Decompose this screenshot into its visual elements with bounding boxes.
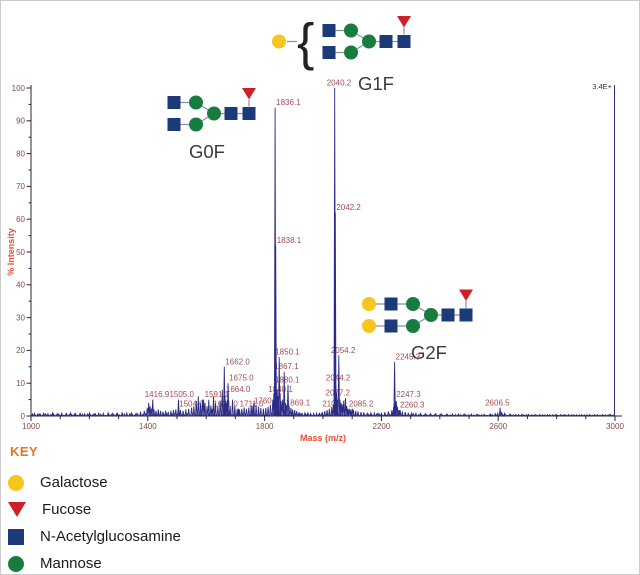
intensity-scale-label: 3.4E+ [592, 82, 612, 91]
key-item-label: Fucose [42, 501, 92, 518]
x-tick-label: 1800 [256, 422, 274, 431]
brace-glyph: { [297, 14, 314, 72]
key-item-galactose: Galactose [8, 469, 181, 496]
fucose-icon [242, 88, 256, 100]
y-tick-label: 60 [16, 215, 25, 224]
mannose-icon [406, 319, 420, 333]
x-tick-label: 1000 [22, 422, 40, 431]
peak-label: 1869.1 [286, 398, 311, 407]
peak-label: 1880.1 [275, 375, 300, 384]
glcnac-icon [397, 35, 411, 48]
y-axis-title: % Intensity [6, 228, 16, 276]
y-tick-label: 90 [16, 117, 25, 126]
peak-label: 1867.1 [274, 362, 299, 371]
spectrum-trace [31, 87, 615, 418]
mannose-icon [344, 23, 358, 38]
x-tick-label: 3000 [606, 422, 624, 431]
glycan-g1f: { G1F [272, 14, 411, 94]
glycan-label-g2f: G2F [411, 342, 447, 363]
y-tick-label: 20 [16, 346, 25, 355]
glcnac-icon [379, 35, 393, 48]
peak-label: 1836.1 [276, 98, 301, 107]
glcnac-icon [441, 308, 455, 322]
mannose-icon [189, 117, 203, 132]
peak-label: 1838.1 [277, 236, 302, 245]
key-item-n-acetylglucosamine: N-Acetylglucosamine [8, 523, 181, 550]
key-item-fucose: Fucose [8, 496, 181, 523]
galactose-icon [8, 474, 24, 491]
key-item-mannose: Mannose [8, 550, 181, 574]
glycan-g2f: G2F [362, 289, 473, 363]
x-axis-title: Mass (m/z) [300, 433, 346, 443]
x-tick-label: 2200 [373, 422, 391, 431]
fucose-icon [397, 16, 411, 28]
peak-label: 2606.5 [485, 398, 510, 407]
glycan-label-g0f: G0F [189, 141, 225, 162]
glcnac-icon [167, 118, 181, 131]
key-item-label: Mannose [40, 555, 102, 572]
y-tick-label: 80 [16, 149, 25, 158]
mannose-icon [207, 106, 221, 121]
peak-label: 1416.9 [145, 390, 170, 399]
mannose-icon [8, 555, 24, 572]
glcnac-icon [242, 107, 256, 120]
y-tick-label: 50 [16, 248, 25, 257]
peak-label: 2054.2 [331, 346, 356, 355]
fucose-icon [8, 502, 26, 517]
peak-label: 2260.3 [400, 401, 425, 410]
mannose-icon [424, 308, 438, 322]
peak-label: 1760.1 [254, 397, 279, 406]
peak-label: 2247.3 [396, 390, 421, 399]
mannose-icon [189, 95, 203, 110]
fucose-icon [459, 289, 473, 301]
glcnac-icon [384, 297, 398, 311]
galactose-icon [362, 297, 376, 311]
peak-label: 1591.1 [205, 390, 230, 399]
glcnac-icon [167, 96, 181, 109]
glycan-g0f: G0F [167, 88, 256, 162]
x-tick-label: 1400 [139, 422, 157, 431]
peak-label: 2085.2 [349, 399, 374, 408]
glycan-label-g1f: G1F [358, 73, 394, 94]
legend-key: KEY Galactose Fucose N-Acetylglucosamine… [8, 444, 181, 574]
glcnac-icon [322, 46, 336, 59]
peak-label: 1850.1 [275, 347, 300, 356]
y-tick-label: 0 [21, 412, 26, 421]
peak-label: 2040.2 [327, 79, 352, 88]
galactose-icon [362, 319, 376, 333]
y-tick-label: 30 [16, 313, 25, 322]
peak-label: 1664.0 [226, 385, 251, 394]
mass-spectrum-chart: 0 10 20 30 40 50 60 70 80 90 100 1000 1400 1800 2200 26… [6, 14, 624, 444]
glcnac-icon [322, 24, 336, 37]
y-tick-label: 10 [16, 379, 25, 388]
galactose-icon [272, 34, 286, 49]
key-item-label: Galactose [40, 474, 108, 491]
peak-label: 1504.0 [179, 399, 204, 408]
key-title: KEY [10, 444, 39, 459]
y-tick-label: 70 [16, 182, 25, 191]
peak-label: 1675.0 [229, 374, 254, 383]
peak-label: 1840.1 [268, 385, 293, 394]
n-acetylglucosamine-icon [8, 528, 24, 545]
mannose-icon [406, 297, 420, 311]
mannose-icon [344, 45, 358, 60]
y-tick-label: 100 [12, 84, 26, 93]
mannose-icon [362, 34, 376, 49]
peak-label: 1505.0 [169, 390, 194, 399]
peak-label: 1711.0 [240, 399, 264, 408]
key-item-label: N-Acetylglucosamine [40, 528, 181, 545]
glcnac-icon [224, 107, 238, 120]
peak-label: 1662.0 [225, 357, 250, 366]
glcnac-icon [459, 308, 473, 322]
y-tick-label: 40 [16, 281, 25, 290]
peak-label: 2042.2 [336, 203, 361, 212]
glcnac-icon [384, 319, 398, 333]
x-tick-label: 2600 [489, 422, 507, 431]
peak-label: 2245.3 [396, 352, 421, 361]
